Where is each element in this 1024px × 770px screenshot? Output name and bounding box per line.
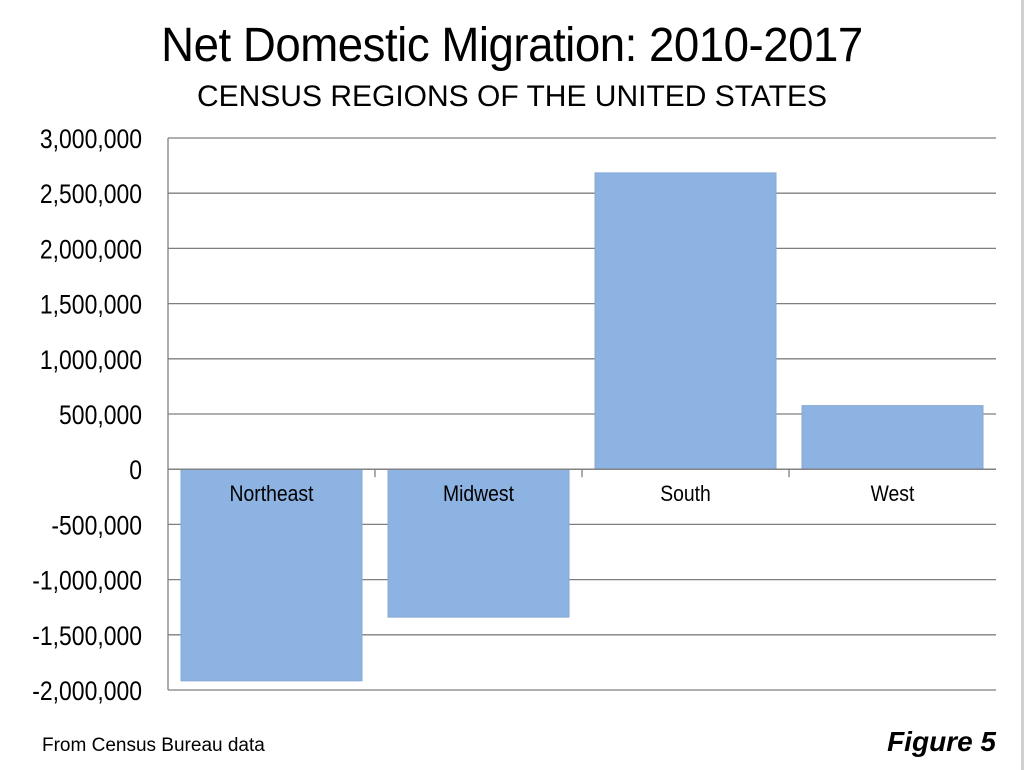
bar-west [801, 405, 984, 470]
y-tick-label: 2,500,000 [40, 179, 142, 209]
source-note: From Census Bureau data [42, 735, 265, 756]
y-tick-label: 0 [129, 455, 142, 485]
bar-south [594, 172, 777, 470]
y-tick-label: 1,000,000 [40, 345, 142, 375]
y-tick-label: 2,000,000 [40, 235, 142, 265]
y-tick-label: -1,500,000 [32, 621, 142, 651]
y-tick-label: -500,000 [51, 511, 142, 541]
y-tick-label: 1,500,000 [40, 290, 142, 320]
category-label: Northeast [230, 482, 314, 506]
category-label: Midwest [443, 482, 514, 506]
figure-label: Figure 5 [887, 726, 996, 757]
bar-midwest [387, 468, 570, 618]
chart-subtitle: CENSUS REGIONS OF THE UNITED STATES [196, 80, 828, 113]
y-tick-label: -2,000,000 [32, 676, 142, 706]
chart-title: Net Domestic Migration: 2010-2017 [161, 19, 863, 72]
category-label: West [871, 482, 915, 506]
category-label: South [660, 482, 711, 506]
right-border [1021, 0, 1024, 770]
y-tick-label: -1,000,000 [32, 566, 142, 596]
y-tick-label: 500,000 [59, 400, 142, 430]
y-tick-label: 3,000,000 [40, 124, 142, 154]
